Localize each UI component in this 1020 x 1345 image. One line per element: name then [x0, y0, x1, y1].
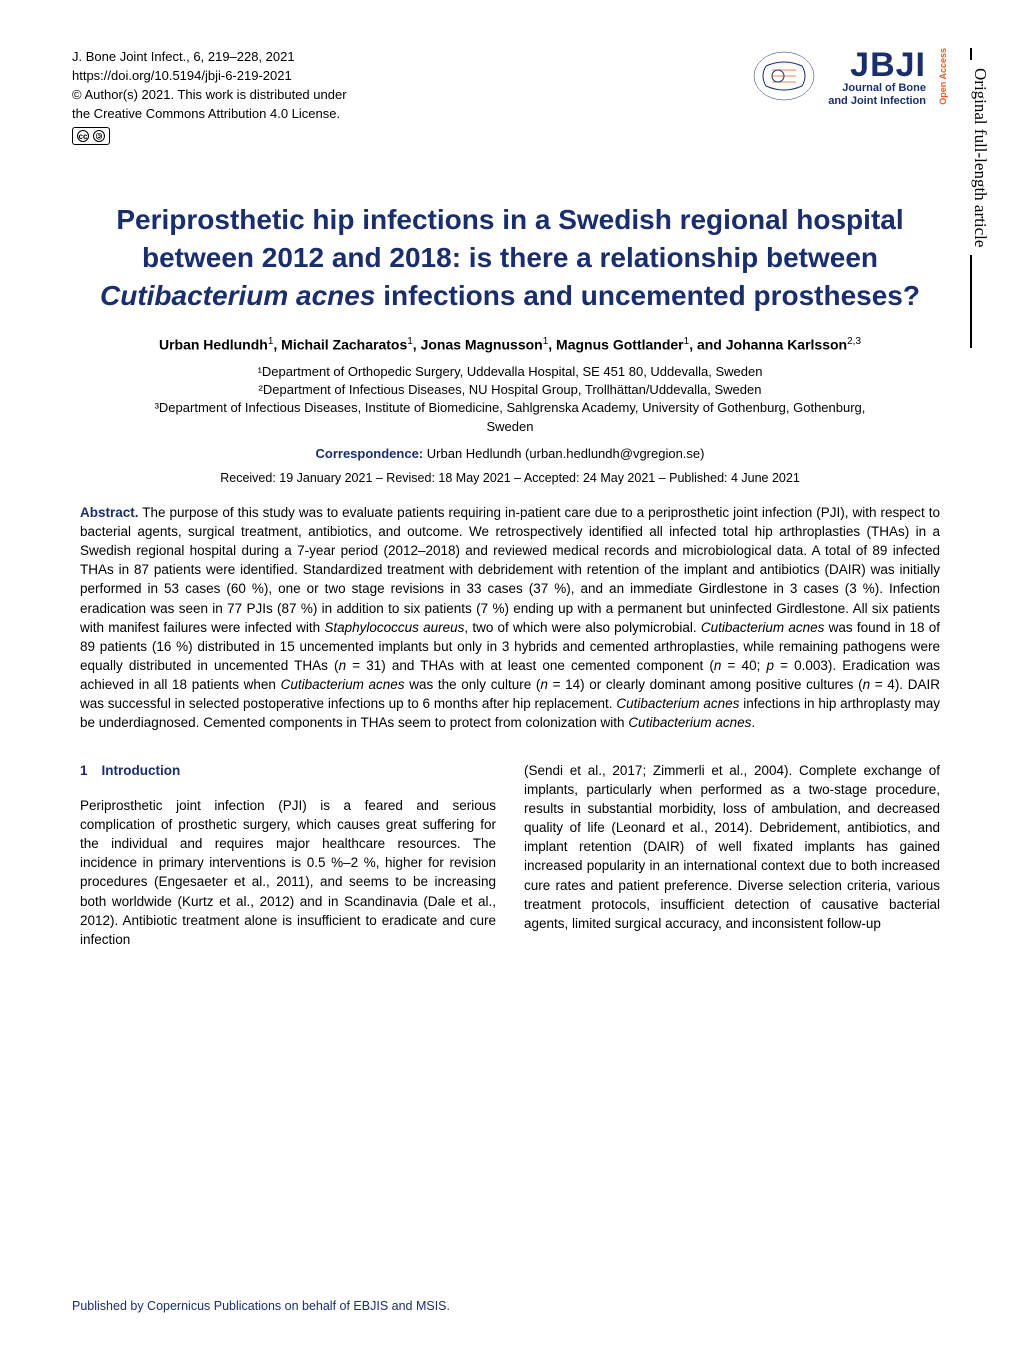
open-access-label: Open Access — [938, 48, 948, 105]
journal-info: J. Bone Joint Infect., 6, 219–228, 2021 … — [72, 48, 347, 145]
correspondence-text: Urban Hedlundh (urban.hedlundh@vgregion.… — [427, 446, 705, 461]
affiliation-2: ²Department of Infectious Diseases, NU H… — [132, 381, 888, 399]
authors: Urban Hedlundh1, Michail Zacharatos1, Jo… — [112, 335, 908, 355]
copyright: © Author(s) 2021. This work is distribut… — [72, 86, 347, 105]
intro-text-right: (Sendi et al., 2017; Zimmerli et al., 20… — [524, 761, 940, 933]
cc-license-icon: cc 🄯 — [72, 127, 110, 145]
article-type-label: Original full-length article — [968, 60, 992, 255]
citation: J. Bone Joint Infect., 6, 219–228, 2021 — [72, 48, 347, 67]
doi: https://doi.org/10.5194/jbji-6-219-2021 — [72, 67, 347, 86]
column-right: (Sendi et al., 2017; Zimmerli et al., 20… — [524, 761, 940, 949]
journal-acronym: JBJI — [828, 48, 926, 82]
jbji-text-block: JBJI Journal of Bone and Joint Infection — [828, 48, 926, 108]
column-left: 1 Introduction Periprosthetic joint infec… — [80, 761, 496, 949]
cc-icon: cc — [77, 130, 89, 142]
body-columns: 1 Introduction Periprosthetic joint infec… — [80, 761, 940, 949]
license: the Creative Commons Attribution 4.0 Lic… — [72, 105, 347, 124]
article-title: Periprosthetic hip infections in a Swedi… — [92, 201, 928, 314]
footer-publisher: Published by Copernicus Publications on … — [72, 1299, 450, 1313]
abstract-label: Abstract. — [80, 505, 139, 520]
by-icon: 🄯 — [93, 130, 105, 142]
publication-dates: Received: 19 January 2021 – Revised: 18 … — [72, 471, 948, 485]
affiliation-1: ¹Department of Orthopedic Surgery, Uddev… — [132, 363, 888, 381]
correspondence-label: Correspondence: — [316, 446, 424, 461]
abstract: Abstract. The purpose of this study was … — [80, 503, 940, 733]
section-number: 1 — [80, 761, 88, 780]
affiliation-3: ³Department of Infectious Diseases, Inst… — [132, 399, 888, 435]
journal-name-2: and Joint Infection — [828, 95, 926, 108]
correspondence: Correspondence: Urban Hedlundh (urban.he… — [72, 446, 948, 461]
affiliations: ¹Department of Orthopedic Surgery, Uddev… — [132, 363, 888, 436]
bone-logo-icon — [748, 48, 820, 104]
journal-name-1: Journal of Bone — [828, 82, 926, 95]
journal-logo: JBJI Journal of Bone and Joint Infection… — [748, 48, 948, 108]
section-title: Introduction — [102, 763, 181, 778]
intro-text-left: Periprosthetic joint infection (PJI) is … — [80, 796, 496, 949]
header-row: J. Bone Joint Infect., 6, 219–228, 2021 … — [72, 48, 948, 145]
section-heading-intro: 1 Introduction — [80, 761, 496, 780]
